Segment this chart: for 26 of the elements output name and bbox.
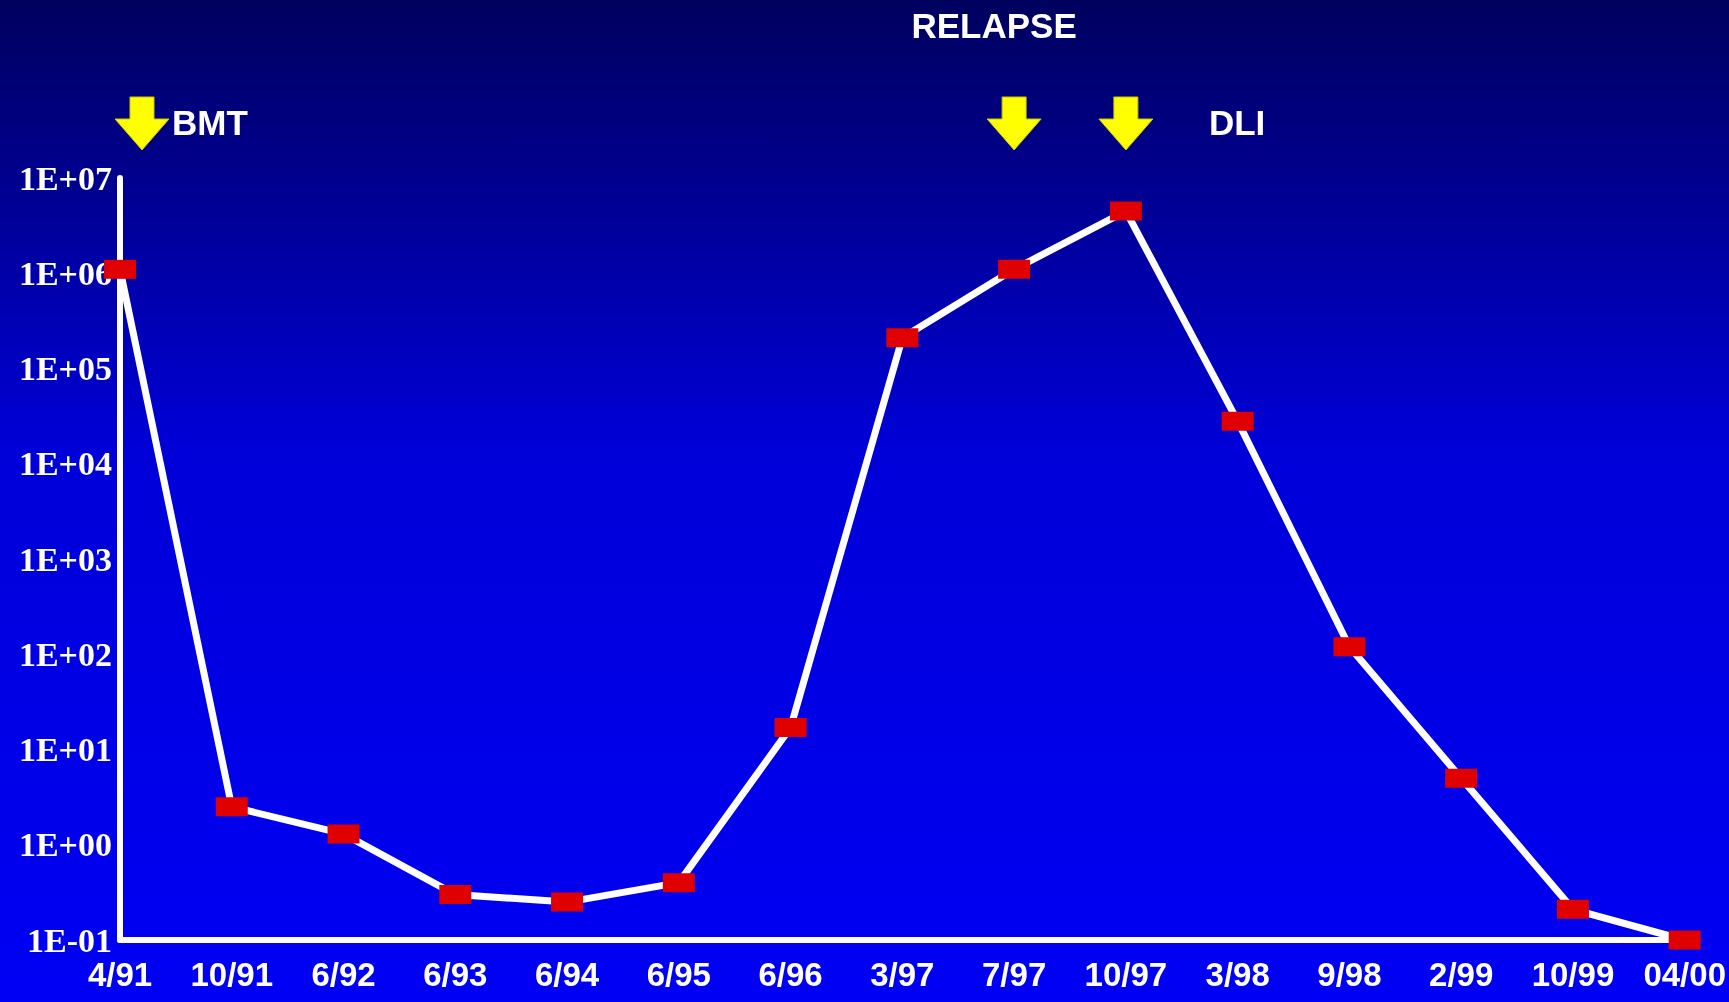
- x-tick-label: 10/91: [190, 956, 274, 993]
- x-tick-label: 4/91: [87, 956, 153, 993]
- y-tick-label: 1E+03: [18, 540, 112, 578]
- x-tick-label: 7/97: [982, 956, 1047, 993]
- x-tick-label: 6/96: [758, 956, 823, 993]
- x-tick-label: 9/98: [1317, 956, 1382, 993]
- x-tick-label: 6/94: [534, 956, 600, 993]
- text: RELAPSE: [911, 5, 1077, 45]
- y-tick-label: 1E+00: [18, 826, 112, 864]
- y-tick-label: 1E-01: [27, 921, 112, 959]
- x-tick-label: 2/99: [1429, 956, 1494, 993]
- y-tick-label: 1E+02: [18, 635, 112, 673]
- x-tick-label: 10/97: [1084, 956, 1168, 993]
- y-tick-label: 1E+05: [18, 350, 112, 387]
- x-tick-label: 6/95: [646, 956, 711, 993]
- text: BMT: [172, 102, 248, 142]
- y-tick-label: 1E+01: [18, 731, 112, 768]
- x-tick-label: 04/00: [1643, 956, 1727, 993]
- x-tick-label: 3/98: [1205, 956, 1270, 993]
- text: DLI: [1208, 102, 1266, 142]
- x-tick-label: 10/99: [1531, 956, 1615, 993]
- x-tick-label: 3/97: [870, 956, 935, 993]
- x-tick-label: 6/93: [423, 956, 488, 993]
- y-tick-label: 1E+07: [18, 159, 112, 197]
- y-tick-label: 1E+04: [18, 445, 112, 483]
- x-tick-label: 6/92: [311, 956, 376, 993]
